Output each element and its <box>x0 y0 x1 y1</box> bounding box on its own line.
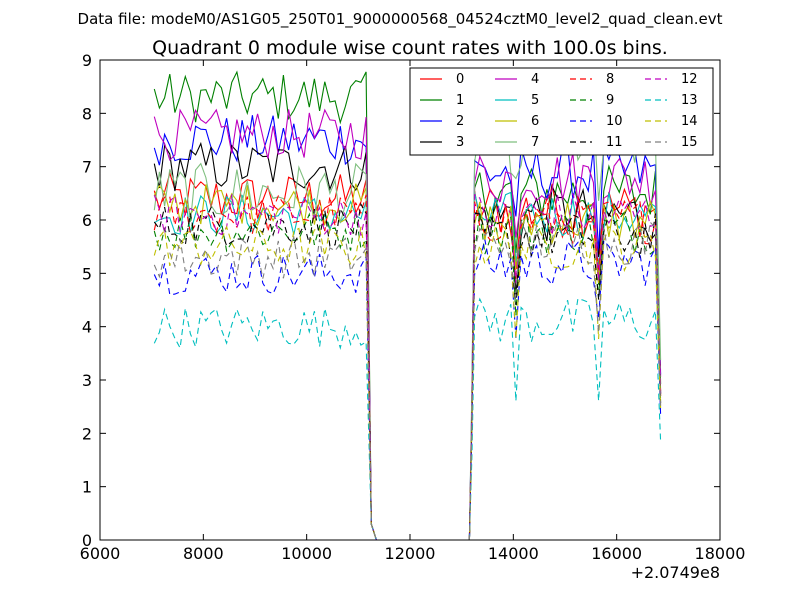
x-tick-label: 8000 <box>183 544 224 563</box>
x-tick-label: 14000 <box>488 544 539 563</box>
legend-label: 14 <box>681 114 698 129</box>
y-tick-label: 1 <box>82 478 92 497</box>
chart-title: Quadrant 0 module wise count rates with … <box>152 37 668 59</box>
y-tick-label: 3 <box>82 371 92 390</box>
y-tick-label: 6 <box>82 211 92 230</box>
y-tick-label: 5 <box>82 264 92 283</box>
y-tick-label: 8 <box>82 104 92 123</box>
legend-label: 12 <box>681 72 698 87</box>
legend-label: 9 <box>606 93 614 108</box>
legend-label: 10 <box>606 114 623 129</box>
series-line-10 <box>153 239 662 541</box>
legend-box <box>409 67 714 156</box>
series-layer <box>153 70 662 541</box>
legend-label: 7 <box>531 135 539 150</box>
legend-label: 5 <box>531 93 539 108</box>
legend-label: 13 <box>681 93 698 108</box>
series-line-8 <box>153 194 662 541</box>
series-line-2 <box>153 115 662 541</box>
legend-label: 6 <box>531 114 539 129</box>
legend-label: 3 <box>456 135 464 150</box>
series-line-4 <box>153 108 662 541</box>
legend-label: 4 <box>531 72 539 87</box>
y-tick-label: 9 <box>82 51 92 70</box>
legend-label: 15 <box>681 135 698 150</box>
y-tick-label: 7 <box>82 158 92 177</box>
series-line-7 <box>153 106 662 541</box>
legend-label: 2 <box>456 114 464 129</box>
x-tick-label: 16000 <box>591 544 642 563</box>
series-line-15 <box>153 220 662 541</box>
ticks-layer: 6000 8000 10000 12000 14000 16000 180000123456… <box>80 51 746 563</box>
x-tick-label: 18000 <box>695 544 746 563</box>
series-line-11 <box>153 202 662 541</box>
y-tick-label: 4 <box>82 318 92 337</box>
x-tick-label: 12000 <box>385 544 436 563</box>
series-line-13 <box>153 297 662 541</box>
series-line-14 <box>153 223 662 541</box>
x-tick-label: 10000 <box>281 544 332 563</box>
legend-label: 8 <box>606 72 614 87</box>
legend-label: 1 <box>456 93 464 108</box>
legend-label: 11 <box>606 135 623 150</box>
x-offset-label: +2.0749e8 <box>631 563 720 582</box>
legend-label: 0 <box>456 72 464 87</box>
y-tick-label: 0 <box>82 531 92 550</box>
chart-suptitle: Data file: modeM0/AS1G05_250T01_90000005… <box>78 10 723 29</box>
series-line-9 <box>153 209 662 541</box>
x-tick-label: 6000 <box>80 544 121 563</box>
y-tick-label: 2 <box>82 424 92 443</box>
